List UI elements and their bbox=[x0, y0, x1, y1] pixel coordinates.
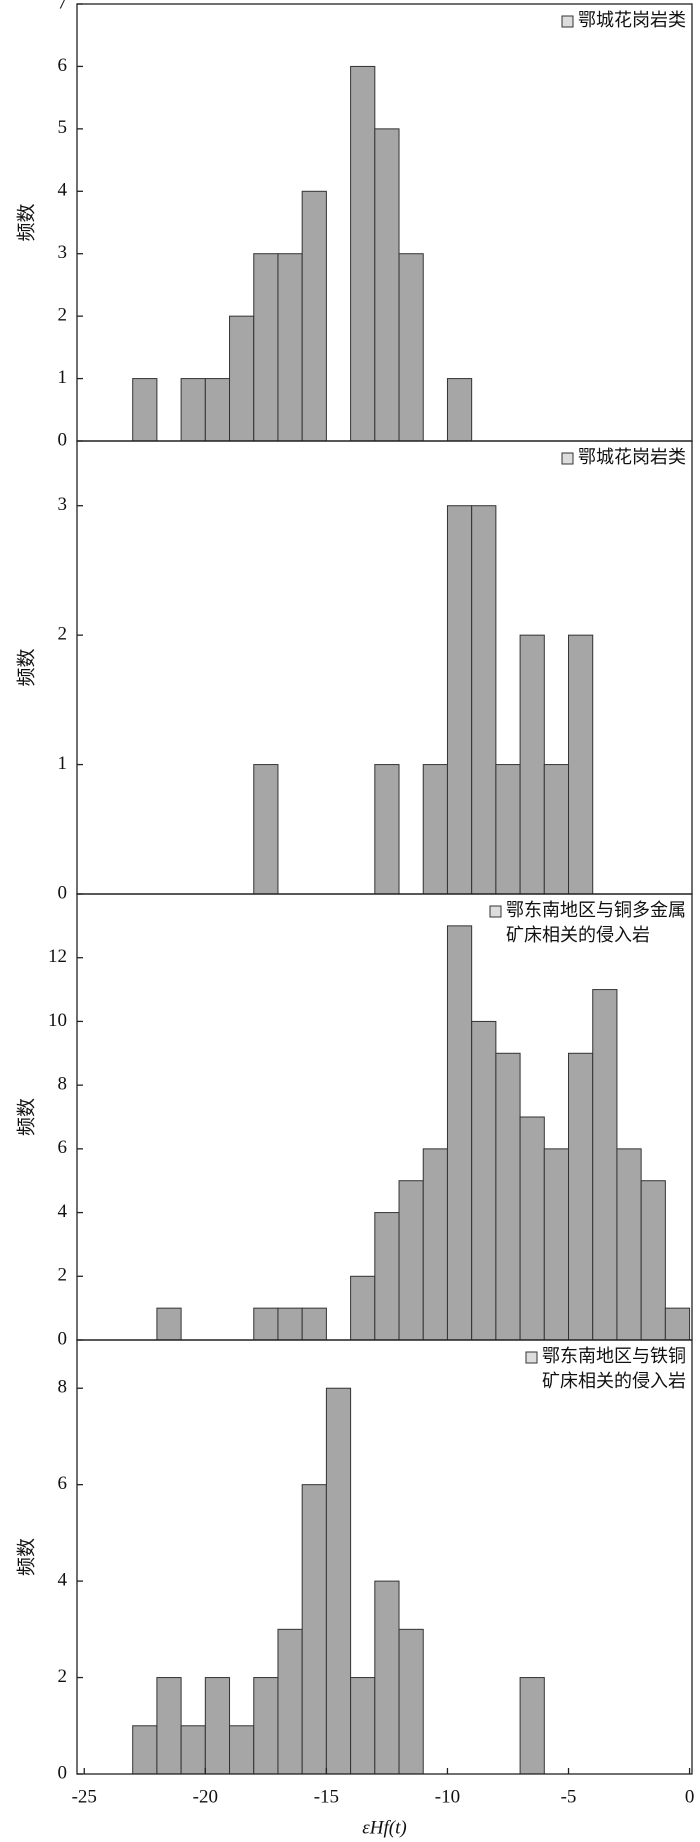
y-tick-label: 0 bbox=[58, 1762, 68, 1783]
bar bbox=[446, 925, 473, 1341]
bar bbox=[422, 1148, 448, 1341]
bar bbox=[325, 1387, 352, 1775]
bar bbox=[374, 1212, 400, 1341]
bar bbox=[204, 378, 231, 442]
legend-swatch bbox=[489, 905, 502, 918]
bar bbox=[398, 253, 424, 442]
bar bbox=[253, 764, 279, 895]
bar bbox=[374, 1580, 400, 1775]
bar bbox=[471, 1020, 497, 1341]
y-tick-label: 2 bbox=[58, 1265, 68, 1286]
bar bbox=[446, 505, 473, 895]
y-axis-label: 频数 bbox=[15, 648, 37, 686]
y-tick-label: 6 bbox=[58, 1473, 68, 1494]
y-tick-label: 6 bbox=[58, 1137, 68, 1158]
y-tick-label: 3 bbox=[58, 242, 68, 263]
y-tick-label: 4 bbox=[58, 180, 68, 201]
y-tick-label: 8 bbox=[58, 1074, 68, 1095]
legend-label: 矿床相关的侵入岩 bbox=[506, 925, 650, 945]
bar bbox=[616, 1148, 642, 1341]
bar bbox=[422, 764, 448, 895]
y-tick-label: 10 bbox=[48, 1010, 67, 1031]
bar bbox=[301, 190, 327, 442]
bar bbox=[664, 1307, 691, 1341]
x-axis-label: εHf(t) bbox=[362, 1817, 406, 1838]
bar bbox=[204, 1677, 231, 1775]
bar bbox=[301, 1307, 327, 1341]
bar bbox=[446, 378, 473, 442]
bar bbox=[132, 1725, 158, 1775]
legend-label: 矿床相关的侵入岩 bbox=[542, 1371, 686, 1391]
bar bbox=[253, 1677, 279, 1775]
y-tick-label: 0 bbox=[58, 1328, 68, 1349]
bar bbox=[374, 128, 400, 442]
bar bbox=[180, 1725, 206, 1775]
bar bbox=[592, 989, 618, 1341]
bar bbox=[301, 1484, 327, 1775]
x-tick-label: 0 bbox=[685, 1786, 695, 1807]
bar bbox=[277, 1307, 303, 1341]
bar bbox=[640, 1180, 666, 1341]
bar bbox=[156, 1307, 182, 1341]
bar bbox=[543, 764, 570, 895]
y-axis-label: 频数 bbox=[15, 1098, 37, 1136]
x-tick-label: -20 bbox=[193, 1786, 218, 1807]
legend-label: 鄂城花岗岩类 bbox=[578, 447, 686, 467]
bar bbox=[156, 1677, 182, 1775]
bar bbox=[180, 378, 206, 442]
x-tick-label: -5 bbox=[561, 1786, 577, 1807]
y-axis-label: 频数 bbox=[15, 1538, 37, 1576]
bar bbox=[495, 1052, 521, 1341]
bar bbox=[543, 1148, 570, 1341]
bar bbox=[471, 505, 497, 895]
bar bbox=[398, 1180, 424, 1341]
bar bbox=[398, 1628, 424, 1775]
bar bbox=[519, 634, 545, 895]
y-tick-label: 2 bbox=[58, 305, 68, 326]
y-axis-label: 频数 bbox=[15, 203, 37, 241]
y-tick-label: 1 bbox=[58, 753, 68, 774]
y-tick-label: 6 bbox=[58, 55, 68, 76]
y-tick-label: 0 bbox=[58, 429, 68, 450]
legend-swatch bbox=[525, 1351, 538, 1364]
y-tick-label: 1 bbox=[58, 367, 68, 388]
legend-label: 鄂东南地区与铜多金属 bbox=[506, 900, 686, 920]
bar bbox=[495, 764, 521, 895]
y-tick-label: 3 bbox=[58, 494, 68, 515]
bar bbox=[132, 378, 158, 442]
y-tick-label: 12 bbox=[48, 946, 67, 967]
y-tick-label: 8 bbox=[58, 1377, 68, 1398]
y-tick-label: 4 bbox=[58, 1201, 68, 1222]
y-tick-label: 4 bbox=[58, 1569, 68, 1590]
bar bbox=[350, 65, 376, 442]
bar bbox=[277, 1628, 303, 1775]
bar bbox=[229, 1725, 255, 1775]
bar bbox=[350, 1275, 376, 1341]
legend-label: 鄂东南地区与铁铜 bbox=[542, 1346, 686, 1366]
plot-frame bbox=[76, 1339, 693, 1775]
x-tick-label: -10 bbox=[435, 1786, 460, 1807]
legend-swatch bbox=[561, 15, 574, 28]
bar bbox=[568, 1052, 594, 1341]
bar bbox=[277, 253, 303, 442]
y-tick-label: 2 bbox=[58, 1666, 68, 1687]
y-tick-label: 2 bbox=[58, 624, 68, 645]
y-tick-label: 7 bbox=[58, 0, 68, 13]
bar bbox=[519, 1116, 545, 1341]
x-tick-label: -15 bbox=[314, 1786, 339, 1807]
y-tick-label: 0 bbox=[58, 882, 68, 903]
bar bbox=[253, 1307, 279, 1341]
bar bbox=[253, 253, 279, 442]
y-tick-label: 5 bbox=[58, 117, 68, 138]
legend-swatch bbox=[561, 452, 574, 465]
bar bbox=[350, 1677, 376, 1775]
bar bbox=[568, 634, 594, 895]
legend-label: 鄂城花岗岩类 bbox=[578, 10, 686, 30]
bar bbox=[374, 764, 400, 895]
bar bbox=[229, 315, 255, 442]
x-tick-label: -25 bbox=[72, 1786, 97, 1807]
bar bbox=[519, 1677, 545, 1775]
